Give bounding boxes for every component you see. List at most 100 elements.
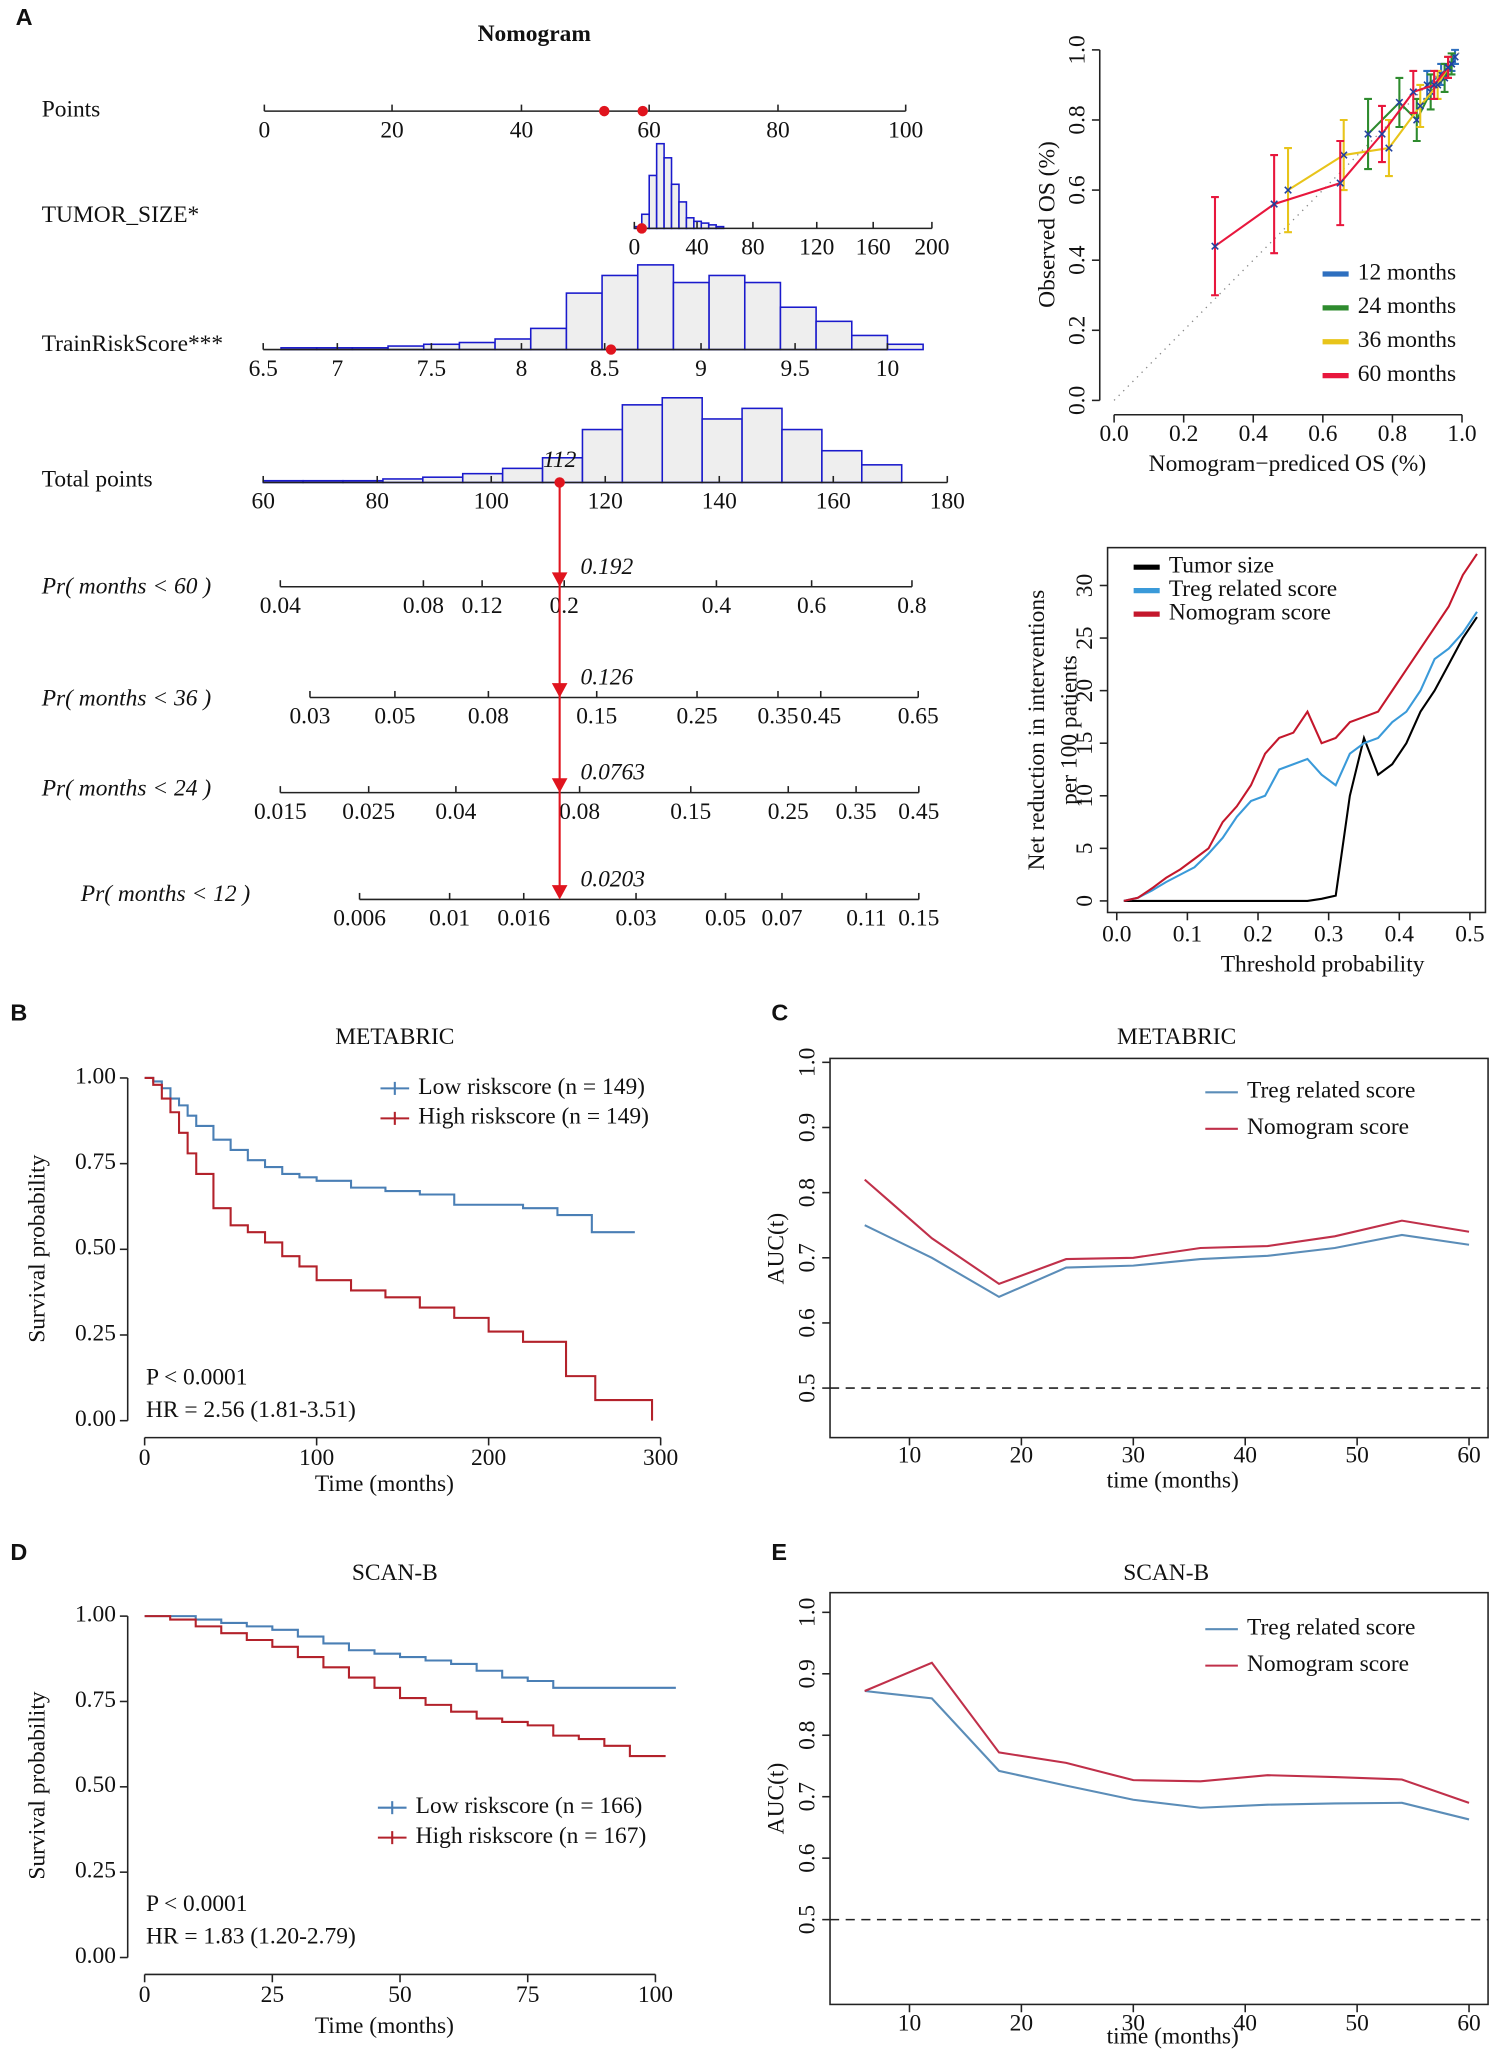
x-axis-label: time (months) bbox=[1107, 1467, 1239, 1493]
y-tick-label: 0.75 bbox=[75, 1687, 116, 1713]
x-tick-label: 75 bbox=[516, 1982, 539, 2008]
histogram-bar bbox=[678, 201, 688, 230]
x-tick-label: 0.0 bbox=[1099, 421, 1128, 447]
selected-dot bbox=[636, 223, 647, 234]
x-tick-label: 0.4 bbox=[1239, 421, 1269, 447]
row-label: Pr( months < 12 ) bbox=[80, 881, 251, 907]
legend-label: 36 months bbox=[1358, 327, 1456, 353]
x-tick-label: 0.5 bbox=[1455, 921, 1484, 947]
y-tick-label: 0.00 bbox=[75, 1943, 116, 1969]
tick-label: 0 bbox=[258, 117, 270, 143]
tick-label: 0.12 bbox=[462, 593, 503, 619]
histogram-bar bbox=[672, 281, 710, 351]
x-tick-label: 0.2 bbox=[1169, 421, 1198, 447]
tick-label: 160 bbox=[856, 235, 891, 261]
histogram-bar bbox=[422, 476, 464, 484]
histogram-bar bbox=[621, 404, 664, 484]
point-marker bbox=[1412, 116, 1421, 124]
tick-label: 0.35 bbox=[836, 799, 877, 825]
series-line bbox=[864, 1689, 1470, 1821]
point-marker bbox=[1430, 81, 1438, 89]
y-tick-label: 0.75 bbox=[75, 1149, 116, 1175]
x-tick-label: 10 bbox=[898, 2011, 921, 2037]
tick-label: 6.5 bbox=[249, 356, 278, 382]
tick-label: 0.08 bbox=[468, 704, 509, 730]
x-tick-label: 25 bbox=[261, 1982, 284, 2008]
histogram-bar bbox=[861, 464, 903, 484]
tick-label: 0.35 bbox=[757, 704, 798, 730]
series-line bbox=[144, 1076, 654, 1421]
panel-label: C bbox=[771, 999, 788, 1025]
x-tick-label: 0.8 bbox=[1378, 421, 1407, 447]
legend-label: Treg related score bbox=[1169, 576, 1337, 602]
histogram-bar bbox=[779, 306, 817, 351]
x-axis-label: Time (months) bbox=[315, 1471, 454, 1497]
histogram-bar bbox=[648, 174, 658, 230]
tick-label: 7.5 bbox=[417, 356, 446, 382]
y-tick-label: 0.8 bbox=[795, 1178, 821, 1207]
y-axis-label: Net reduction in interventions bbox=[1024, 590, 1050, 871]
y-tick-label: 0.7 bbox=[795, 1782, 821, 1812]
histogram-bar bbox=[821, 449, 863, 484]
selected-label: 112 bbox=[543, 447, 577, 473]
legend-label: 60 months bbox=[1358, 361, 1456, 387]
x-tick-label: 0.4 bbox=[1385, 921, 1415, 947]
tick-label: 0 bbox=[628, 235, 640, 261]
legend-label: Tumor size bbox=[1169, 553, 1274, 579]
legend-label: Low riskscore (n = 166) bbox=[416, 1793, 643, 1819]
tick-label: 0.4 bbox=[702, 593, 732, 619]
selected-dot bbox=[599, 105, 610, 117]
tick-label: 8 bbox=[516, 356, 528, 382]
histogram-bar bbox=[741, 407, 783, 484]
y-tick-label: 1.0 bbox=[795, 1598, 821, 1627]
y-tick-label: 20 bbox=[1072, 679, 1098, 702]
chart-title: METABRIC bbox=[335, 1024, 454, 1050]
tick-label: 100 bbox=[888, 117, 923, 143]
chart-title: SCAN-B bbox=[1123, 1560, 1209, 1586]
tick-label: 0.11 bbox=[846, 906, 886, 932]
plot-frame bbox=[829, 1057, 1489, 1439]
x-tick-label: 0 bbox=[139, 1982, 151, 2008]
x-axis-label: Time (months) bbox=[315, 2013, 454, 2039]
tick-label: 60 bbox=[251, 489, 274, 515]
tick-label: 10 bbox=[876, 356, 899, 382]
series-line bbox=[1123, 611, 1478, 902]
tick-label: 0.016 bbox=[497, 906, 550, 932]
series-line bbox=[1123, 616, 1478, 902]
y-tick-label: 0.6 bbox=[795, 1843, 821, 1873]
y-tick-label: 0.5 bbox=[795, 1373, 821, 1402]
tick-label: 120 bbox=[799, 235, 834, 261]
histogram-bar bbox=[501, 467, 544, 484]
x-tick-label: 0.3 bbox=[1314, 921, 1343, 947]
histogram-bar bbox=[661, 397, 703, 484]
row-label: Points bbox=[42, 96, 101, 122]
tick-label: 40 bbox=[510, 117, 533, 143]
row-label: TrainRiskScore*** bbox=[42, 331, 223, 357]
x-tick-label: 100 bbox=[299, 1445, 334, 1471]
x-tick-label: 50 bbox=[1345, 1443, 1368, 1469]
histogram-bar bbox=[850, 334, 889, 351]
y-tick-label: 5 bbox=[1072, 842, 1098, 854]
x-axis-label: time (months) bbox=[1107, 2024, 1239, 2050]
point-marker bbox=[1270, 200, 1278, 208]
histogram-bar bbox=[886, 343, 924, 351]
tick-label: 9 bbox=[695, 356, 707, 382]
legend-label: 24 months bbox=[1358, 293, 1456, 319]
chart-title: METABRIC bbox=[1117, 1024, 1236, 1050]
x-tick-label: 10 bbox=[898, 1443, 921, 1469]
histogram-bar bbox=[708, 274, 746, 351]
y-tick-label: 0.00 bbox=[75, 1406, 116, 1432]
tick-label: 7 bbox=[331, 356, 343, 382]
histogram-bar bbox=[685, 217, 695, 230]
x-tick-label: 0.2 bbox=[1243, 921, 1272, 947]
y-tick-label: 0.25 bbox=[75, 1858, 116, 1884]
tick-label: 80 bbox=[766, 117, 789, 143]
y-tick-label: 0.50 bbox=[75, 1235, 116, 1261]
histogram-bar bbox=[743, 281, 782, 351]
tick-label: 0.08 bbox=[559, 799, 600, 825]
tick-label: 0.45 bbox=[800, 704, 841, 730]
y-tick-label: 0.25 bbox=[75, 1320, 116, 1346]
y-axis-label: per 100 patients bbox=[1056, 655, 1082, 805]
tick-label: 0.15 bbox=[670, 799, 711, 825]
